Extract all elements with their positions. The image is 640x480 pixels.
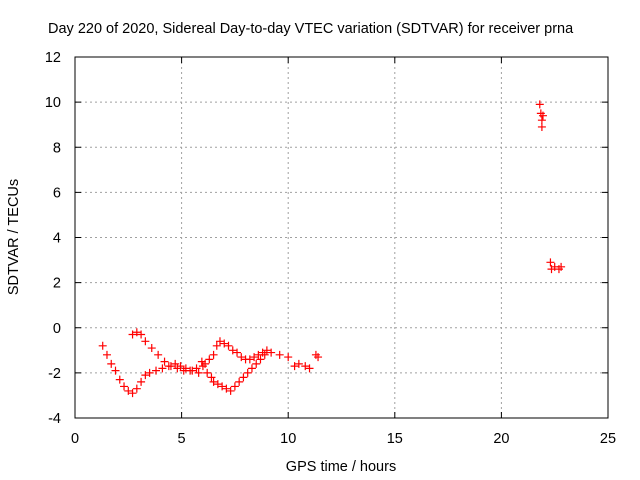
data-point [222, 384, 231, 393]
data-point [228, 346, 237, 355]
data-point [538, 111, 547, 120]
data-point [209, 377, 218, 386]
data-point [145, 368, 154, 377]
data-point [209, 350, 218, 359]
y-tick-label: 8 [53, 140, 61, 156]
y-tick-label: 2 [53, 276, 61, 292]
y-tick-label: -4 [48, 411, 61, 427]
data-point [235, 377, 244, 386]
data-point [294, 359, 303, 368]
y-tick-label: -2 [48, 366, 61, 382]
data-point [154, 350, 163, 359]
data-point [192, 364, 201, 373]
data-point [137, 377, 146, 386]
data-point [546, 258, 555, 267]
data-point [201, 359, 210, 368]
data-point [160, 357, 169, 366]
data-point [98, 341, 107, 350]
chart-title: Day 220 of 2020, Sidereal Day-to-day VTE… [48, 21, 574, 37]
data-point [128, 330, 137, 339]
y-tick-label: 4 [53, 231, 61, 247]
data-point [203, 368, 212, 377]
data-point [301, 362, 310, 371]
data-point [305, 364, 314, 373]
data-point [243, 368, 252, 377]
x-tick-label: 5 [178, 431, 186, 447]
data-point [137, 330, 146, 339]
x-tick-label: 10 [280, 431, 296, 447]
data-point [186, 366, 195, 375]
data-point [128, 389, 137, 398]
x-axis-label: GPS time / hours [286, 459, 396, 475]
data-point [166, 362, 175, 371]
data-point [115, 375, 124, 384]
data-point [111, 366, 120, 375]
x-tick-label: 25 [600, 431, 616, 447]
y-tick-label: 10 [45, 95, 61, 111]
data-point [233, 348, 242, 357]
grid [75, 57, 608, 418]
data-point [218, 382, 227, 391]
data-point [275, 350, 284, 359]
data-point [212, 341, 221, 350]
data-point [124, 386, 133, 395]
data-point [147, 344, 156, 353]
data-point [250, 353, 259, 362]
data-point [213, 380, 222, 389]
data-point [107, 359, 116, 368]
data-point [158, 364, 167, 373]
data-point [258, 348, 267, 357]
data-point [267, 348, 276, 357]
data-point [215, 337, 224, 346]
data-point [252, 359, 261, 368]
data-point [237, 353, 246, 362]
plot-frame [74, 56, 609, 419]
data-point [141, 371, 150, 380]
data-point [262, 346, 271, 355]
data-point [254, 350, 263, 359]
data-point [207, 373, 216, 382]
data-point [239, 373, 248, 382]
data-point [226, 386, 235, 395]
data-point [120, 382, 129, 391]
data-point [205, 355, 214, 364]
data-point [224, 341, 233, 350]
data-point [247, 364, 256, 373]
x-tick-label: 15 [387, 431, 403, 447]
data-point [537, 116, 546, 125]
data-point [535, 100, 544, 109]
data-point [194, 368, 203, 377]
data-point [171, 359, 180, 368]
data-point [152, 366, 161, 375]
data-point [132, 384, 141, 393]
data-point [537, 122, 546, 131]
y-axis-label: SDTVAR / TECUs [6, 179, 22, 295]
data-point [230, 382, 239, 391]
data-point [557, 262, 566, 271]
data-point [132, 328, 141, 337]
data-point [284, 353, 293, 362]
data-point [102, 350, 111, 359]
x-tick-label: 20 [493, 431, 509, 447]
data-points [98, 100, 566, 398]
data-point [256, 355, 265, 364]
data-point [173, 364, 182, 373]
data-point [245, 355, 254, 364]
y-tick-label: 0 [53, 321, 61, 337]
data-point [141, 337, 150, 346]
data-point [220, 339, 229, 348]
data-point [290, 362, 299, 371]
tick-labels: 0 5 10 15 20 25 -4 -2 0 2 4 6 8 10 12 [45, 50, 616, 447]
x-tick-label: 0 [71, 431, 79, 447]
y-tick-label: 6 [53, 185, 61, 201]
data-point [314, 353, 323, 362]
y-tick-label: 12 [45, 50, 61, 66]
